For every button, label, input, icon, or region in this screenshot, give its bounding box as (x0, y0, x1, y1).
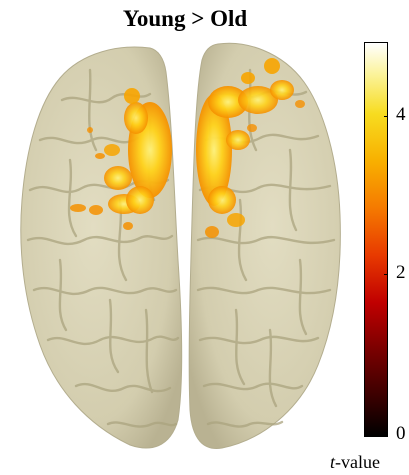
colorbar-tick-2: 2 (396, 262, 406, 283)
colorbar-tick-4: 4 (396, 104, 406, 125)
colorbar-tick-0-mark (384, 432, 388, 433)
colorbar-tick-0: 0 (396, 423, 406, 444)
colorbar-label-unit: -value (335, 452, 380, 472)
figure-title: Young > Old (122, 6, 248, 31)
colorbar (364, 42, 388, 437)
left-activation-cluster (70, 88, 172, 230)
colorbar-label: t-value (330, 452, 380, 473)
right-activation-cluster (196, 58, 305, 238)
colorbar-label-symbol: t (330, 452, 336, 472)
colorbar-tick-4-mark (384, 116, 388, 117)
colorbar-tick-2-mark (384, 274, 388, 275)
brain-surface-image (20, 42, 341, 449)
